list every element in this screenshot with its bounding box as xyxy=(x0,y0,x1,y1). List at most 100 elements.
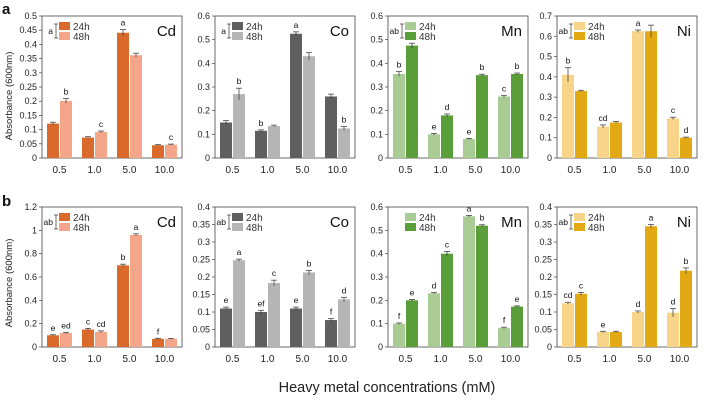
panel-b-cd-legend-swatch-24h xyxy=(59,213,70,221)
panel-a-ni-xtick-label: 0.5 xyxy=(568,165,582,176)
panel-a-mn-sig-letter: d xyxy=(445,102,450,112)
panel-a-ni-bar-24h-0.5 xyxy=(562,74,574,158)
panel-a-ni-sig-letter: b xyxy=(566,56,571,66)
panel-b-co-ytick-label: 0.1 xyxy=(197,307,210,317)
panel-b-cd-sig-letter: b xyxy=(121,252,126,262)
panel-b-ni-bar-24h-0.5 xyxy=(562,303,574,347)
panel-b-cd-ytick-label: 1 xyxy=(32,225,37,235)
panel-b-co-legend-swatch-48h xyxy=(232,223,243,231)
panel-b-co-ytick-label: 0 xyxy=(205,342,210,352)
panel-a-co-title: Co xyxy=(330,23,349,40)
panel-b-co-bar-48h-5.0 xyxy=(303,272,315,347)
panel-a-cd-legend-label-48h: 48h xyxy=(73,32,90,43)
panel-b-cd-bar-48h-5.0 xyxy=(130,235,142,347)
panel-a-co-sig-letter: b xyxy=(237,76,242,86)
panel-b-ni-xtick-label: 1.0 xyxy=(603,354,617,365)
panel-a-ni-title: Ni xyxy=(677,23,691,40)
panel-a-mn-sig-letter: b xyxy=(397,60,402,70)
panel-b-ni-legend-label-24h: 24h xyxy=(588,213,605,224)
panel-a-co-bar-24h-5.0 xyxy=(290,33,302,158)
panel-a-mn-legend-sig: ab xyxy=(390,26,400,36)
panel-b-co-ytick-label: 0.4 xyxy=(197,202,210,212)
panel-a-mn-legend-swatch-48h xyxy=(405,32,416,40)
panel-a-ni-ytick-label: 0.2 xyxy=(539,112,552,122)
panel-b-mn-title: Mn xyxy=(501,214,522,231)
panel-a-cd-ytick-label: 0.35 xyxy=(19,54,37,64)
panel-b-ni-sig-letter: d xyxy=(636,299,641,309)
panel-a-mn-ytick-label: 0.4 xyxy=(370,58,383,68)
panel-a-cd-ytick-label: 0.45 xyxy=(19,25,37,35)
panel-a-cd-bar-24h-5.0 xyxy=(117,32,129,159)
panel-row-label-b: b xyxy=(2,193,11,210)
panel-b-co-ytick-label: 0.15 xyxy=(192,290,210,300)
panel-a-cd-bar-24h-10.0 xyxy=(152,145,164,158)
panel-b-co-bar-48h-10.0 xyxy=(338,299,350,347)
panel-b-mn-bar-48h-5.0 xyxy=(476,225,488,347)
panel-a-ni-legend-sig: ab xyxy=(559,26,569,36)
panel-a-mn-xtick-label: 0.5 xyxy=(399,165,413,176)
panel-b-co-sig-letter: e xyxy=(294,295,299,305)
panel-b-co-legend-sig: ab xyxy=(217,217,227,227)
panel-b-mn-xtick-label: 0.5 xyxy=(399,354,413,365)
panel-a-ni-xtick-label: 5.0 xyxy=(638,165,652,176)
panel-a-mn-sig-letter: e xyxy=(467,126,472,136)
panel-b-cd-xtick-label: 10.0 xyxy=(155,354,175,365)
panel-a-mn-bar-24h-10.0 xyxy=(498,96,510,158)
panel-a-cd-xtick-label: 1.0 xyxy=(88,165,102,176)
panel-a-mn-bar-24h-0.5 xyxy=(393,73,405,158)
panel-a-mn-ytick-label: 0.1 xyxy=(370,129,383,139)
panel-b-mn-sig-letter: f xyxy=(398,311,401,321)
panel-a-co-ytick-label: 0.5 xyxy=(197,35,210,45)
panel-a-mn: 00.10.20.30.40.50.60.5ba1.0ed5.0eb10.0cb… xyxy=(370,11,529,176)
panel-a-cd-bar-24h-1.0 xyxy=(82,137,94,158)
panel-b-ni-legend-sig: ab xyxy=(559,217,569,227)
panel-b-co-bar-24h-0.5 xyxy=(220,308,232,347)
panel-a-cd-ytick-label: 0.1 xyxy=(24,125,37,135)
panel-a-co-xtick-label: 5.0 xyxy=(296,165,310,176)
panel-a-ni-bar-24h-1.0 xyxy=(597,126,609,158)
panel-a-mn-bar-24h-1.0 xyxy=(428,134,440,158)
panel-a-cd-sig-letter: c xyxy=(169,132,174,142)
panel-a-mn-legend-swatch-24h xyxy=(405,22,416,30)
panel-b-cd-sig-letter: cd xyxy=(97,319,106,329)
panel-b-cd-sig-letter: f xyxy=(157,326,160,336)
panels: 0 0.05 0.1 0.15 0.2 0.25 0.3 0.35 0.4 0.45 0.5 0.5 b… xyxy=(19,11,698,365)
panel-b-ni-bar-24h-10.0 xyxy=(667,312,679,347)
panel-a-co-sig-letter: b xyxy=(259,118,264,128)
panel-b-co-bar-48h-0.5 xyxy=(233,260,245,347)
panel-b-cd: 0 0.2 0.4 0.6 0.8 1 1.2 0.5 e ed 1.0 c cd 5.0 b a 10.0 f 2… xyxy=(24,202,183,365)
panel-a-mn-sig-letter: b xyxy=(515,61,520,71)
panel-b-ni-bar-24h-5.0 xyxy=(632,312,644,347)
panel-b-mn-sig-letter: a xyxy=(467,203,472,213)
panel-a-ni-ytick-label: 0 xyxy=(547,153,552,163)
panel-b-mn-xtick-label: 10.0 xyxy=(501,354,521,365)
panel-b-mn-ytick-label: 0 xyxy=(378,342,383,352)
panel-b-cd-bar-24h-0.5 xyxy=(47,335,59,347)
panel-a-co-bar-24h-1.0 xyxy=(255,130,267,158)
panel-a-ni-frame xyxy=(556,15,698,159)
panel-b-ni-ytick-label: 0.4 xyxy=(539,202,552,212)
panel-b-ni-ytick-label: 0.35 xyxy=(534,220,552,230)
panel-b-mn-bar-24h-1.0 xyxy=(428,293,440,347)
panel-b-mn-ytick-label: 0.2 xyxy=(370,295,383,305)
panel-a-mn-ytick-label: 0.2 xyxy=(370,106,383,116)
panel-a-cd-xtick-label: 0.5 xyxy=(53,165,67,176)
panel-b-co-xtick-label: 1.0 xyxy=(261,354,275,365)
panel-a-ni-legend-label-24h: 24h xyxy=(588,22,605,33)
panel-b-mn-sig-letter: f xyxy=(503,315,506,325)
panel-b-co-xtick-label: 0.5 xyxy=(226,354,240,365)
panel-a-ni-ytick-label: 0.4 xyxy=(539,72,552,82)
panel-b-cd-ytick-label: 0.8 xyxy=(24,249,37,259)
panel-b-ni-bar-48h-10.0 xyxy=(680,270,692,347)
panel-a-mn-xtick-label: 5.0 xyxy=(469,165,483,176)
panel-a-cd-bar-48h-10.0 xyxy=(165,144,177,158)
panel-a-ni-ytick-label: 0.6 xyxy=(539,31,552,41)
panel-b-ni-ytick-label: 0.2 xyxy=(539,272,552,282)
panel-b-ni-sig-letter: e xyxy=(601,319,606,329)
panel-a-co-bar-48h-10.0 xyxy=(338,128,350,158)
panel-b-cd-xtick-label: 0.5 xyxy=(53,354,67,365)
panel-a-mn-sig-letter: e xyxy=(432,121,437,131)
panel-b-co-legend-swatch-24h xyxy=(232,213,243,221)
panel-b-mn-legend-swatch-48h xyxy=(405,223,416,231)
